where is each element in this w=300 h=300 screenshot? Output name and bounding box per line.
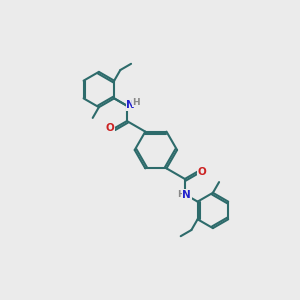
Text: N: N	[182, 190, 191, 200]
Text: H: H	[177, 190, 185, 200]
Text: H: H	[133, 98, 140, 107]
Text: N: N	[126, 100, 135, 110]
Text: O: O	[105, 123, 114, 134]
Text: O: O	[198, 167, 206, 177]
